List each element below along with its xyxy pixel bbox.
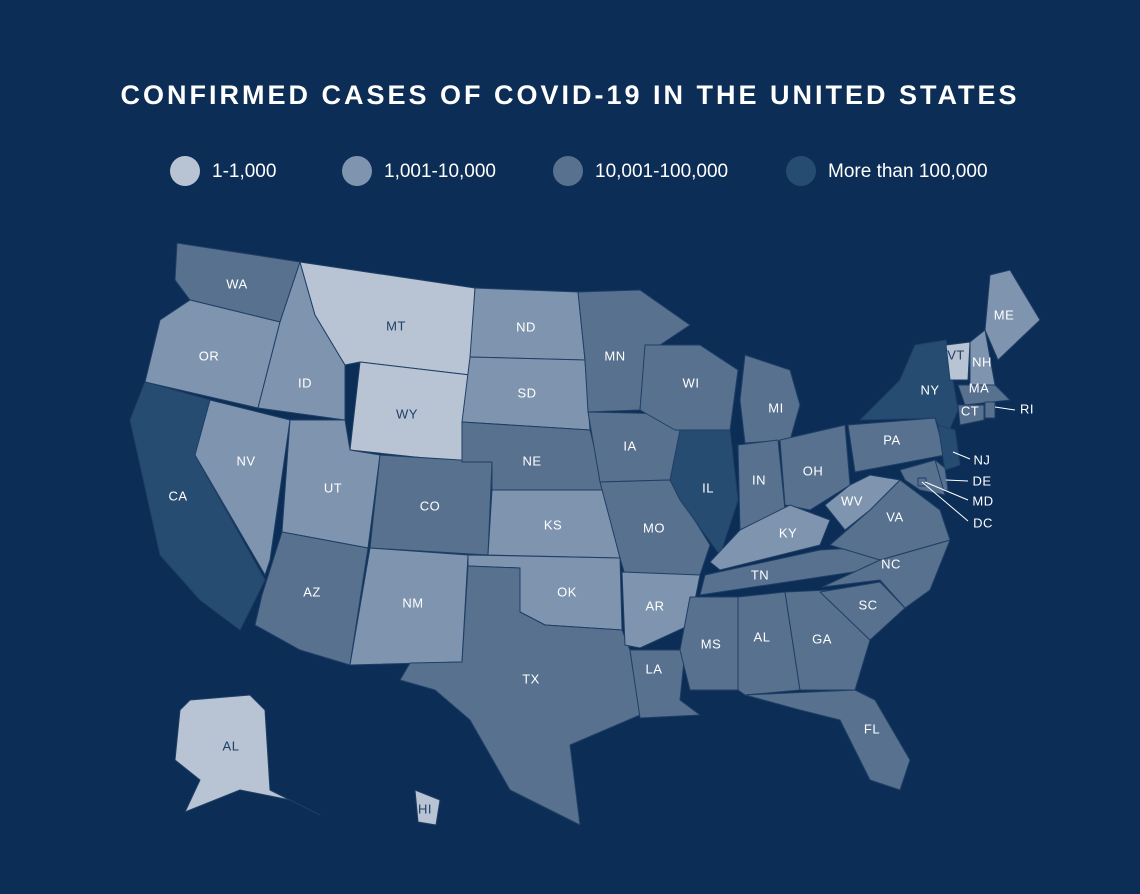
state-shape xyxy=(957,404,985,426)
state-label: RI xyxy=(1020,401,1034,416)
state-shape xyxy=(144,299,281,409)
state-label: HI xyxy=(418,801,432,816)
state-label: WA xyxy=(226,276,247,291)
legend-label: 1-1,000 xyxy=(212,161,276,182)
state-label: MS xyxy=(701,636,722,651)
state-shape xyxy=(629,649,701,719)
state-label: UT xyxy=(324,480,342,495)
state-label: WI xyxy=(683,375,700,390)
state-label: VT xyxy=(947,347,965,362)
leader-line xyxy=(994,406,1016,411)
leader-line xyxy=(952,451,971,460)
leader-line xyxy=(921,481,969,522)
state-label: MO xyxy=(643,520,665,535)
state-label: NH xyxy=(972,354,992,369)
state-shape xyxy=(957,384,1011,406)
state-label: AZ xyxy=(303,584,321,599)
state-label: NY xyxy=(920,382,939,397)
legend-label: 10,001-100,000 xyxy=(595,161,728,182)
state-label: WY xyxy=(396,406,418,421)
state-label: MI xyxy=(768,400,783,415)
state-label: TN xyxy=(751,567,769,582)
state-label: SC xyxy=(858,597,877,612)
state-shape xyxy=(937,424,961,471)
state-label: KY xyxy=(779,525,797,540)
state-shape xyxy=(824,474,901,531)
state-shape xyxy=(621,571,701,649)
legend-label: More than 100,000 xyxy=(828,161,988,182)
state-label: NJ xyxy=(974,452,991,467)
state-label: NM xyxy=(402,595,423,610)
state-label: GA xyxy=(812,631,832,646)
state-shape xyxy=(737,591,801,696)
state-label: ND xyxy=(516,319,536,334)
legend-swatch xyxy=(342,156,372,186)
state-label: IA xyxy=(623,438,636,453)
state-label: ID xyxy=(298,375,312,390)
state-shape xyxy=(194,399,291,576)
state-label: AL xyxy=(754,629,771,644)
leader-line xyxy=(945,479,969,482)
state-label: KS xyxy=(544,517,562,532)
state-label: NE xyxy=(522,453,541,468)
state-label: DC xyxy=(973,515,993,530)
state-shape xyxy=(945,341,971,381)
states: WA OR CA NV ID MT WY UT AZ CO NM ND SD NE KS OK TX MN IA MO… xyxy=(129,242,1041,826)
state-shape xyxy=(414,789,441,826)
state-shape xyxy=(399,565,641,826)
state-label: NC xyxy=(881,556,901,571)
state-label: SD xyxy=(517,385,536,400)
state-label: WV xyxy=(841,493,863,508)
state-label: CA xyxy=(168,488,187,503)
state-label: LA xyxy=(646,661,663,676)
state-label: IN xyxy=(752,472,766,487)
state-shape xyxy=(779,424,851,511)
state-label: ME xyxy=(994,307,1015,322)
state-label: OR xyxy=(199,348,220,363)
state-label: TX xyxy=(522,671,540,686)
state-label: VA xyxy=(886,509,903,524)
state-label: NV xyxy=(236,453,255,468)
state-label: AR xyxy=(645,598,664,613)
legend-label: 1,001-10,000 xyxy=(384,161,496,182)
state-label: MN xyxy=(604,348,625,363)
state-label: DE xyxy=(972,473,991,488)
state-label: FL xyxy=(864,721,880,736)
state-label: OK xyxy=(557,584,577,599)
leader-line xyxy=(924,481,969,501)
legend-swatch xyxy=(553,156,583,186)
state-shape xyxy=(254,531,369,666)
legend-swatch xyxy=(170,156,200,186)
state-label: PA xyxy=(883,432,900,447)
state-label: AL xyxy=(223,738,240,753)
state-shape xyxy=(679,596,739,691)
state-label: MT xyxy=(386,318,406,333)
legend-swatch xyxy=(786,156,816,186)
state-shape xyxy=(984,269,1041,361)
state-shape xyxy=(709,504,831,571)
state-label: IL xyxy=(702,480,714,495)
state-label: OH xyxy=(803,463,824,478)
state-shape xyxy=(174,694,321,816)
state-label: CO xyxy=(420,498,441,513)
state-label: CT xyxy=(961,403,979,418)
state-shape xyxy=(744,689,911,791)
state-shape xyxy=(984,401,996,419)
state-label: MA xyxy=(969,380,990,395)
legend: 1-1,000 1,001-10,000 10,001-100,000 More th… xyxy=(170,156,988,186)
map-title: CONFIRMED CASES OF COVID-19 IN THE UNITE… xyxy=(120,80,1019,110)
state-label: MD xyxy=(972,493,993,508)
